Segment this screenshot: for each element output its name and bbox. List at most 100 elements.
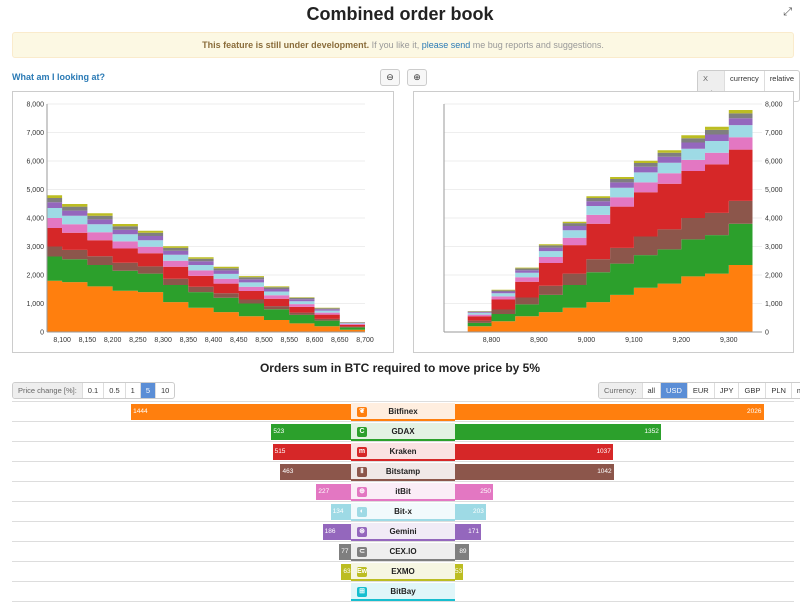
exchange-row: 1444 2026 ❦ Bitfinex — [12, 402, 794, 422]
exchange-row: 463 1042 Ⅱ Bitstamp — [12, 462, 794, 482]
area-series-2 — [444, 192, 753, 332]
price-change-selector: Price change [%]: 0.1 0.5 1 5 10 — [12, 382, 176, 399]
exchange-name: Gemini — [389, 527, 417, 536]
price-change-0.5[interactable]: 0.5 — [104, 383, 126, 398]
exchange-label[interactable]: ⊂ CEX.IO — [351, 543, 455, 561]
exchange-label[interactable]: ◐ Bit-x — [351, 503, 455, 521]
notice-banner: This feature is still under development.… — [12, 32, 794, 58]
bids-depth-chart: 0 1,000 2,000 3,000 4,000 5,000 6,000 7,000 8,00… — [12, 91, 394, 353]
ask-bar: 2026 — [455, 404, 764, 420]
exchange-row: ⊞ BitBay — [12, 582, 794, 602]
currency-gbp[interactable]: GBP — [739, 383, 767, 398]
bid-bar: 134 — [330, 504, 351, 520]
x-axis-currency[interactable]: currency — [725, 71, 765, 101]
b-icon: ⊞ — [357, 587, 367, 597]
exchange-name: EXMO — [391, 567, 415, 576]
price-change-0.1[interactable]: 0.1 — [83, 383, 105, 398]
area-series-5 — [47, 208, 365, 332]
currency-jpy[interactable]: JPY — [715, 383, 740, 398]
ask-bar: 250 — [455, 484, 494, 500]
notice-text2: me bug reports and suggestions. — [472, 40, 604, 50]
exchange-label[interactable]: m Kraken — [351, 443, 455, 461]
bid-bar: 77 — [339, 544, 351, 560]
x-tick-label: 8,100 — [53, 337, 71, 344]
currency-more[interactable]: more — [792, 383, 800, 398]
expand-icon[interactable]: ⤢ — [783, 6, 792, 18]
bids-chart-svg: 0 1,000 2,000 3,000 4,000 5,000 6,000 7,000 8,00… — [26, 102, 373, 345]
exchange-row: 63 53 Ew EXMO — [12, 562, 794, 582]
bid-bar: 463 — [280, 464, 351, 480]
exchange-label[interactable]: ⊕ itBit — [351, 483, 455, 501]
zoom-out-icon: ⊖ — [386, 72, 394, 82]
exchange-underline — [351, 459, 455, 461]
area-series-0 — [444, 262, 753, 332]
x-axis-relative[interactable]: relative — [769, 74, 794, 83]
c-icon: ⊂ — [357, 547, 367, 557]
price-change-label: Price change [%]: — [13, 383, 83, 398]
bug-report-link[interactable]: please send — [421, 40, 471, 50]
exchange-label[interactable]: ⊛ Gemini — [351, 523, 455, 541]
exchange-underline — [351, 559, 455, 561]
x-tick-label: 8,650 — [331, 337, 349, 344]
exchange-row: 523 1352 C GDAX — [12, 422, 794, 442]
exchange-bar-chart: 1444 2026 ❦ Bitfinex 523 1352 C GDAX 515 1037 m Kra… — [12, 401, 794, 602]
bid-bar: 186 — [322, 524, 351, 540]
currency-eur[interactable]: EUR — [688, 383, 715, 398]
ask-bar: 203 — [455, 504, 486, 520]
y-tick-label: 0 — [765, 330, 769, 337]
b-icon: Ⅱ — [357, 467, 367, 477]
bid-bar: 523 — [271, 424, 351, 440]
currency-all[interactable]: all — [643, 383, 662, 398]
y-tick-label: 2,000 — [765, 273, 783, 280]
x-tick-label: 9,100 — [625, 337, 643, 344]
y-tick-label: 3,000 — [26, 244, 44, 251]
x-tick-label: 9,200 — [673, 337, 691, 344]
price-change-5[interactable]: 5 — [140, 383, 156, 398]
price-change-1[interactable]: 1 — [126, 383, 141, 398]
area-series-3 — [444, 139, 753, 332]
x-tick-label: 8,500 — [255, 337, 273, 344]
g-icon: ⊛ — [357, 527, 367, 537]
currency-usd[interactable]: USD — [661, 383, 688, 398]
exchange-underline — [351, 499, 455, 501]
x-icon: ◐ — [357, 507, 367, 517]
x-tick-label: 8,900 — [530, 337, 548, 344]
zoom-in-button[interactable]: ⊕ — [407, 69, 427, 86]
exchange-label[interactable]: ⊞ BitBay — [351, 583, 455, 601]
exchange-underline — [351, 519, 455, 521]
zoom-out-button[interactable]: ⊖ — [380, 69, 400, 86]
price-change-10[interactable]: 10 — [161, 386, 170, 395]
y-tick-label: 7,000 — [765, 130, 783, 137]
ask-bar: 171 — [455, 524, 482, 540]
notice-strong: This feature is still under development. — [202, 40, 370, 50]
exchange-underline — [351, 479, 455, 481]
area-series-4 — [47, 218, 365, 332]
area-series-5 — [444, 114, 753, 332]
y-tick-label: 0 — [40, 330, 44, 337]
x-tick-label: 8,450 — [230, 337, 248, 344]
area-series-2 — [47, 246, 365, 332]
k-icon: m — [357, 447, 367, 457]
x-tick-label: 8,250 — [129, 337, 147, 344]
i-icon: ⊕ — [357, 487, 367, 497]
exchange-label[interactable]: C GDAX — [351, 423, 455, 441]
y-tick-label: 6,000 — [26, 159, 44, 166]
exchange-label[interactable]: Ⅱ Bitstamp — [351, 463, 455, 481]
exchange-underline — [351, 439, 455, 441]
y-tick-label: 4,000 — [765, 216, 783, 223]
exchange-name: Bitfinex — [388, 407, 418, 416]
x-tick-label: 9,300 — [720, 337, 738, 344]
area-series-3 — [47, 228, 365, 332]
x-tick-label: 8,550 — [281, 337, 299, 344]
area-series-0 — [47, 280, 365, 332]
y-tick-label: 3,000 — [765, 244, 783, 251]
zoom-in-icon: ⊕ — [413, 72, 421, 82]
exchange-label[interactable]: Ew EXMO — [351, 563, 455, 581]
currency-pln[interactable]: PLN — [766, 383, 792, 398]
y-tick-label: 4,000 — [26, 216, 44, 223]
help-link[interactable]: What am I looking at? — [12, 72, 106, 82]
x-tick-label: 8,300 — [154, 337, 172, 344]
exchange-label[interactable]: ❦ Bitfinex — [351, 403, 455, 421]
exchange-row: 515 1037 m Kraken — [12, 442, 794, 462]
x-tick-label: 9,000 — [578, 337, 596, 344]
